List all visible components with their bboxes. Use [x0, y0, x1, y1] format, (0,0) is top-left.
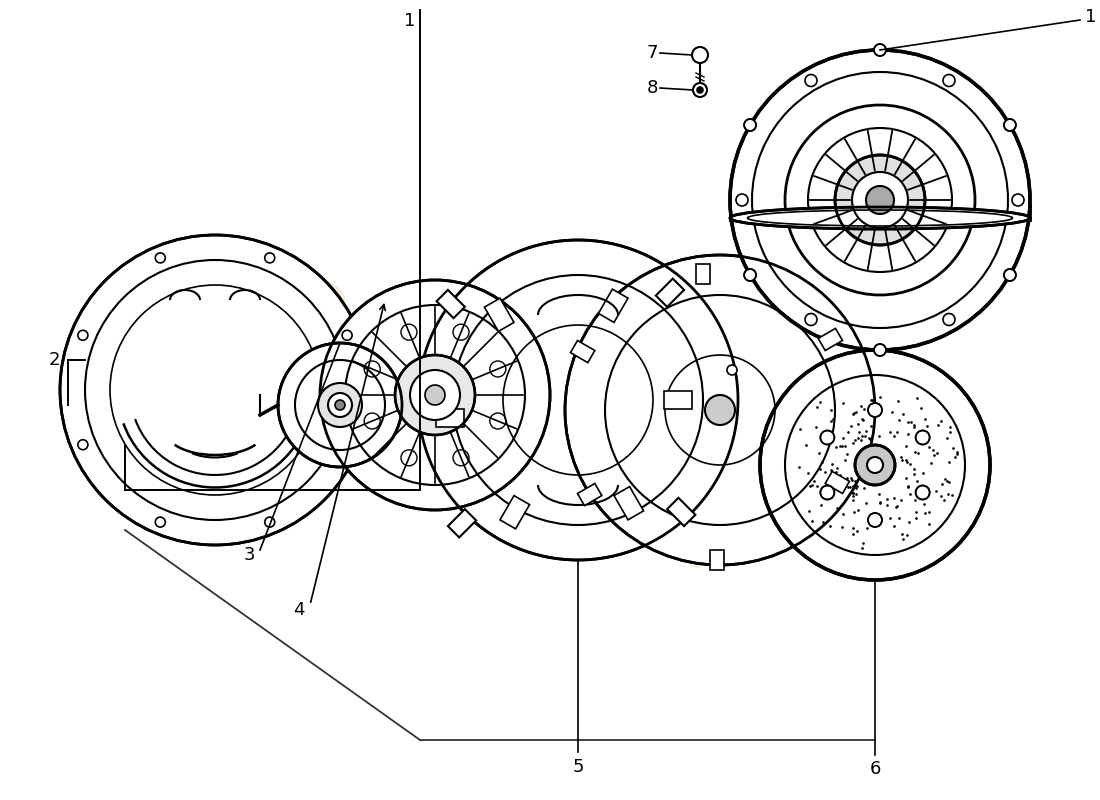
Circle shape	[874, 344, 886, 356]
Text: 5: 5	[572, 758, 584, 776]
Ellipse shape	[730, 207, 1030, 229]
Circle shape	[320, 280, 550, 510]
Circle shape	[915, 430, 930, 445]
Circle shape	[852, 172, 907, 228]
Circle shape	[727, 365, 737, 375]
Circle shape	[821, 486, 835, 499]
Bar	[578, 483, 602, 506]
Text: 4: 4	[294, 601, 305, 619]
Circle shape	[855, 445, 895, 485]
Bar	[825, 471, 849, 494]
Circle shape	[867, 457, 883, 473]
Circle shape	[744, 119, 756, 131]
Bar	[614, 486, 644, 520]
Circle shape	[1004, 269, 1016, 281]
Circle shape	[328, 393, 352, 417]
Bar	[436, 409, 464, 427]
Circle shape	[730, 50, 1030, 350]
Bar	[484, 298, 514, 331]
Bar	[571, 341, 595, 362]
Circle shape	[336, 400, 345, 410]
Circle shape	[760, 350, 990, 580]
Circle shape	[705, 395, 735, 425]
Bar	[656, 278, 684, 307]
Text: 8: 8	[647, 79, 658, 97]
Circle shape	[697, 87, 703, 93]
Text: europarts: europarts	[255, 246, 865, 574]
Circle shape	[60, 235, 370, 545]
Circle shape	[866, 186, 894, 214]
Circle shape	[278, 343, 402, 467]
Circle shape	[915, 486, 930, 499]
Bar	[667, 498, 695, 526]
Circle shape	[425, 385, 446, 405]
Bar	[710, 550, 724, 570]
Circle shape	[874, 44, 886, 56]
Circle shape	[318, 383, 362, 427]
Circle shape	[868, 513, 882, 527]
Text: 7: 7	[647, 44, 658, 62]
Circle shape	[868, 403, 882, 417]
Text: a passion for parts since 1965: a passion for parts since 1965	[330, 403, 710, 577]
Circle shape	[1004, 119, 1016, 131]
Circle shape	[418, 240, 738, 560]
Bar	[437, 290, 465, 318]
Text: 6: 6	[869, 760, 881, 778]
Bar	[818, 328, 843, 350]
Circle shape	[821, 430, 835, 445]
Circle shape	[744, 269, 756, 281]
Bar	[696, 264, 710, 284]
Text: 3: 3	[243, 546, 255, 564]
Bar	[664, 391, 692, 409]
Text: 1: 1	[404, 12, 415, 30]
Bar	[500, 496, 529, 529]
Circle shape	[410, 370, 460, 420]
Circle shape	[835, 155, 925, 245]
Bar	[598, 289, 628, 322]
Text: 2: 2	[48, 351, 60, 369]
Text: 1: 1	[1085, 8, 1097, 26]
Circle shape	[565, 255, 874, 565]
Bar	[448, 509, 476, 538]
Circle shape	[395, 355, 475, 435]
